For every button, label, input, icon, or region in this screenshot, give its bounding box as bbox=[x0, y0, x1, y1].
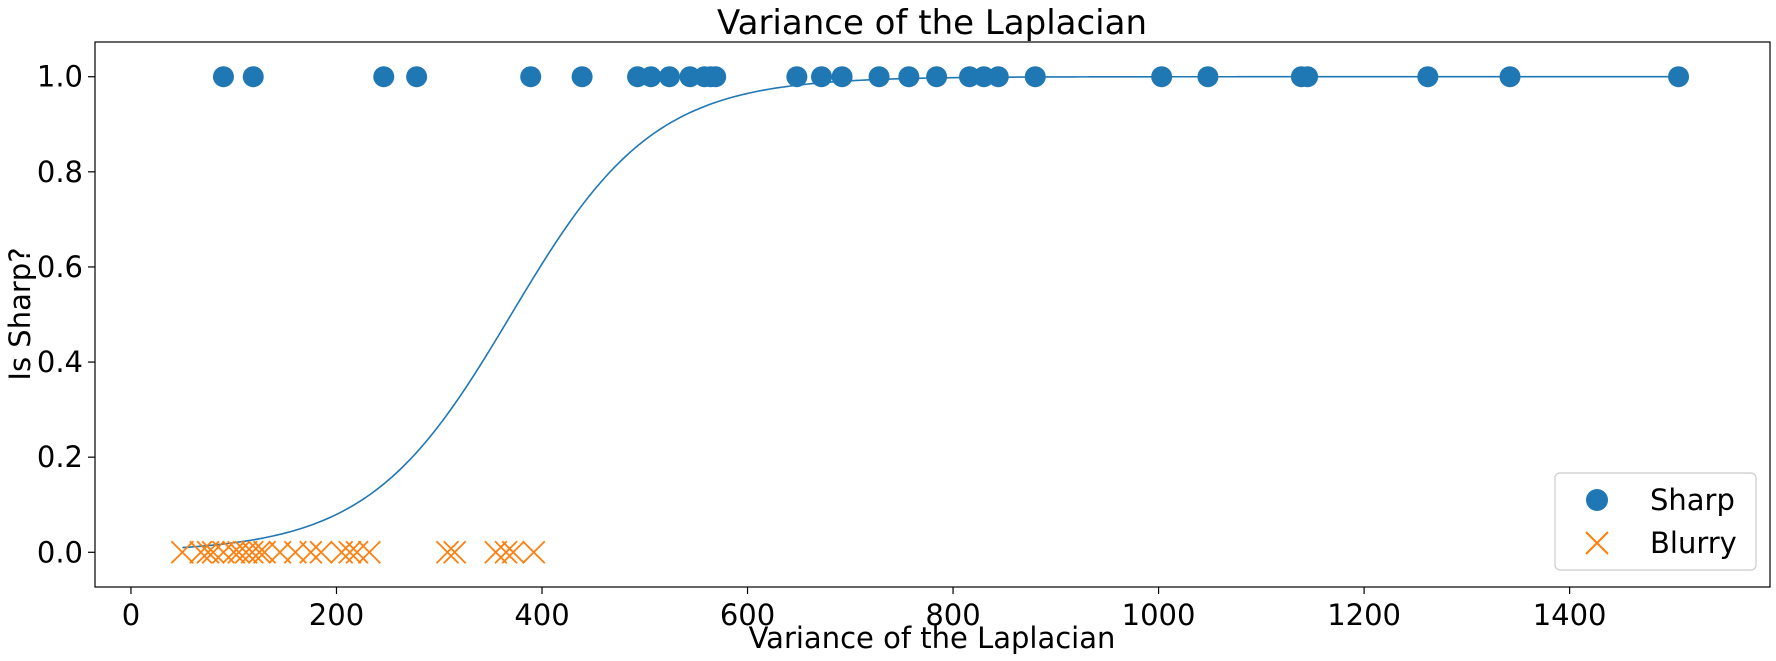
sharp-point bbox=[1197, 66, 1219, 88]
legend-marker-blurry bbox=[1585, 531, 1609, 555]
blurry-point bbox=[170, 540, 194, 564]
sharp-point bbox=[1297, 66, 1319, 88]
blurry-point bbox=[338, 540, 362, 564]
blurry-point bbox=[234, 540, 258, 564]
blurry-point-stroke bbox=[357, 540, 382, 564]
blurry-point-stroke bbox=[170, 540, 194, 564]
y-tick-label: 0.6 bbox=[37, 250, 83, 284]
blurry-point bbox=[435, 540, 460, 564]
x-tick-label: 800 bbox=[925, 598, 980, 632]
blurry-point-stroke bbox=[338, 540, 362, 564]
sharp-point bbox=[1668, 66, 1690, 88]
sharp-point bbox=[242, 66, 264, 88]
blurry-point bbox=[247, 540, 272, 564]
blurry-point bbox=[443, 540, 467, 564]
blurry-point-stroke bbox=[189, 540, 213, 564]
sharp-point bbox=[868, 66, 890, 88]
y-tick-label: 0.2 bbox=[37, 440, 83, 474]
sharp-point bbox=[1151, 66, 1173, 88]
blurry-point bbox=[357, 540, 382, 564]
x-axis-ticks: 0 200 400 600 800 1000 1200 1400 bbox=[122, 587, 1607, 632]
blurry-point-stroke bbox=[501, 540, 525, 564]
sharp-point bbox=[640, 66, 662, 88]
x-axis-label: Variance of the Laplacian bbox=[749, 621, 1116, 655]
blurry-point-stroke bbox=[227, 540, 251, 564]
blurry-point bbox=[222, 540, 246, 564]
sharp-point bbox=[926, 66, 948, 88]
y-tick-label: 0.8 bbox=[37, 155, 83, 189]
sharp-point bbox=[520, 66, 542, 88]
sharp-point bbox=[373, 66, 395, 88]
x-tick-label: 1000 bbox=[1122, 598, 1196, 632]
blurry-point bbox=[522, 540, 546, 564]
blurry-point-stroke bbox=[345, 540, 369, 564]
sharp-point bbox=[958, 66, 980, 88]
blurry-point bbox=[345, 540, 369, 564]
blurry-point bbox=[201, 540, 225, 564]
blurry-point bbox=[299, 540, 323, 564]
sharp-point bbox=[406, 66, 428, 88]
legend-label-sharp: Sharp bbox=[1650, 483, 1735, 517]
legend-label-blurry: Blurry bbox=[1650, 526, 1737, 560]
blurry-point bbox=[494, 540, 518, 564]
blurry-point bbox=[309, 540, 333, 564]
x-tick-label: 200 bbox=[309, 598, 364, 632]
blurry-point-stroke bbox=[435, 540, 460, 564]
x-tick-label: 1200 bbox=[1327, 598, 1401, 632]
sharp-point bbox=[212, 66, 234, 88]
blurry-point bbox=[227, 540, 251, 564]
blurry-point-stroke bbox=[247, 540, 272, 564]
legend: Sharp Blurry bbox=[1554, 472, 1757, 571]
blurry-point-stroke bbox=[522, 540, 546, 564]
sharp-point bbox=[987, 66, 1009, 88]
y-tick-label: 0.0 bbox=[37, 535, 83, 569]
sharp-point bbox=[679, 66, 701, 88]
sharp-point bbox=[811, 66, 833, 88]
sharp-point bbox=[658, 66, 680, 88]
y-tick-label: 1.0 bbox=[37, 60, 83, 94]
blurry-point-stroke bbox=[484, 540, 508, 564]
fit-curve-line bbox=[182, 75, 1679, 549]
legend-marker-sharp bbox=[1586, 489, 1608, 511]
blurry-point-stroke bbox=[222, 540, 246, 564]
sharp-point bbox=[571, 66, 593, 88]
sharp-point bbox=[786, 66, 808, 88]
sharp-point bbox=[1499, 66, 1521, 88]
chart-title: Variance of the Laplacian bbox=[717, 3, 1147, 43]
y-tick-label: 0.4 bbox=[37, 345, 83, 379]
sharp-point bbox=[973, 66, 995, 88]
y-axis-label: Is Sharp? bbox=[3, 247, 37, 380]
blurry-point-stroke bbox=[240, 540, 264, 564]
sharp-point bbox=[831, 66, 853, 88]
blurry-point-stroke bbox=[201, 540, 225, 564]
points-layer bbox=[170, 66, 1690, 564]
blurry-point-stroke bbox=[494, 540, 518, 564]
blurry-point-stroke bbox=[234, 540, 258, 564]
sharp-point bbox=[705, 66, 727, 88]
fit-curve-layer bbox=[182, 75, 1679, 549]
blurry-point bbox=[484, 540, 508, 564]
sharp-point bbox=[1417, 66, 1439, 88]
blurry-point bbox=[501, 540, 525, 564]
blurry-point bbox=[240, 540, 264, 564]
x-tick-label: 0 bbox=[122, 598, 140, 632]
blurry-point-stroke bbox=[443, 540, 467, 564]
x-tick-label: 1400 bbox=[1533, 598, 1607, 632]
blurry-point bbox=[189, 540, 213, 564]
y-axis-ticks: 0.0 0.2 0.4 0.6 0.8 1.0 bbox=[37, 60, 95, 569]
x-tick-label: 600 bbox=[720, 598, 775, 632]
blurry-point-stroke bbox=[299, 540, 323, 564]
x-tick-label: 400 bbox=[514, 598, 569, 632]
blurry-point-stroke bbox=[309, 540, 333, 564]
plot-frame bbox=[94, 41, 1771, 588]
sharp-point bbox=[898, 66, 920, 88]
sharp-point bbox=[1024, 66, 1046, 88]
